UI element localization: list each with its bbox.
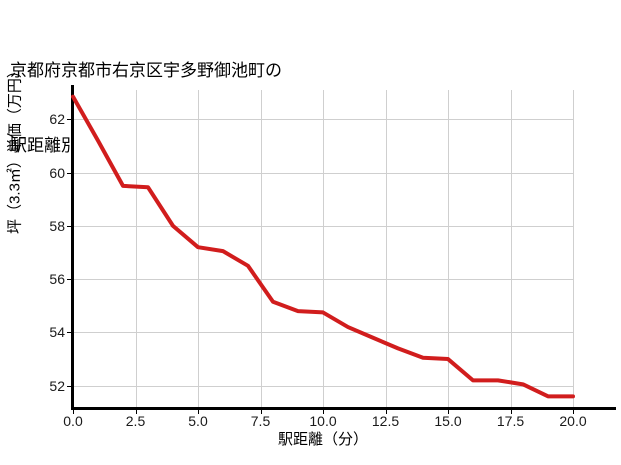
- x-axis-spine: [71, 407, 616, 410]
- x-tick-mark: [385, 408, 387, 414]
- y-axis-label: 坪（3.3㎡）単価（万円）: [6, 63, 24, 234]
- gridline-x: [385, 90, 387, 407]
- gridline-x: [135, 90, 137, 407]
- x-tick-mark: [323, 408, 324, 414]
- y-axis-spine: [71, 85, 74, 407]
- y-tick-label: 62: [49, 111, 65, 128]
- gridline-x: [448, 90, 449, 407]
- x-tick-label: 15.0: [434, 413, 462, 429]
- gridline-x: [323, 90, 324, 407]
- x-tick-label: 2.5: [125, 413, 146, 429]
- x-tick-label: 10.0: [309, 413, 337, 429]
- x-tick-mark: [73, 408, 74, 414]
- x-tick-label: 12.5: [371, 413, 400, 429]
- y-tick-label: 60: [49, 164, 65, 181]
- x-tick-label: 17.5: [496, 413, 525, 429]
- series-line-svg: [71, 94, 575, 399]
- y-tick-label: 54: [49, 324, 65, 341]
- gridline-x: [260, 90, 262, 407]
- chart-title-line-1: 京都府京都市右京区宇多野御池町の: [10, 61, 282, 80]
- x-tick-label: 0.0: [63, 413, 83, 429]
- gridline-x: [510, 90, 512, 407]
- x-tick-mark: [510, 408, 512, 414]
- y-tick-mark: [67, 279, 73, 281]
- y-tick-mark: [67, 119, 73, 121]
- y-tick-label: 56: [49, 271, 65, 288]
- y-tick-label: 52: [49, 377, 65, 394]
- y-tick-mark: [67, 332, 73, 334]
- x-tick-mark: [573, 408, 574, 414]
- x-tick-mark: [448, 408, 449, 414]
- y-tick-mark: [67, 385, 73, 387]
- x-axis-label: 駅距離（分）: [277, 431, 368, 448]
- x-tick-label: 7.5: [250, 413, 271, 429]
- x-tick-mark: [135, 408, 137, 414]
- x-tick-label: 5.0: [188, 413, 208, 429]
- x-tick-mark: [260, 408, 262, 414]
- y-tick-mark: [67, 225, 73, 227]
- y-tick-label: 58: [49, 217, 65, 234]
- y-tick-mark: [67, 172, 73, 174]
- gridline-x: [573, 90, 574, 407]
- x-tick-label: 20.0: [559, 413, 587, 429]
- series-polyline: [71, 94, 575, 399]
- plot-area: 52 54 56 58 60 62 0.0 2.5 5.0 7.5 10.0 12.5 15.0 17.…: [49, 85, 616, 428]
- x-tick-mark: [198, 408, 199, 414]
